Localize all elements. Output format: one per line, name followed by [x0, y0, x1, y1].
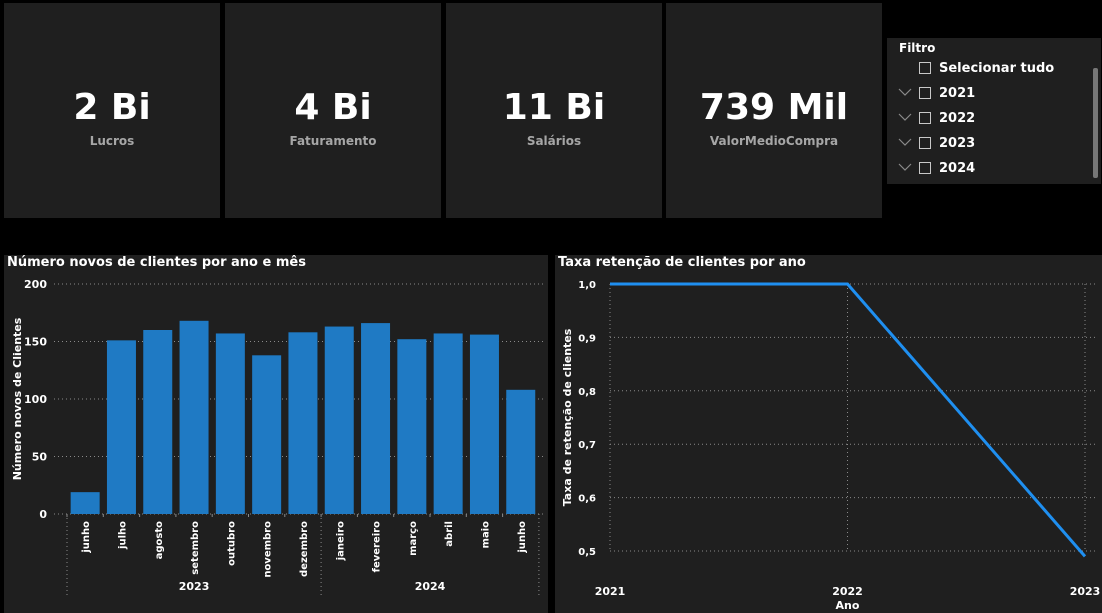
- bar: [506, 389, 536, 514]
- x-tick-label: novembro: [263, 521, 274, 578]
- x-tick-label: 2022: [832, 585, 863, 598]
- bar: [288, 332, 318, 514]
- group-label: 2024: [415, 580, 446, 593]
- line-chart: 0,5 0,6 0,7 0,8 0,9 1,0 Taxa de retenção de cl…: [561, 280, 1101, 612]
- kpi-value: 2 Bi: [73, 87, 151, 128]
- line-chart-panel[interactable]: Taxa retenção de clientes por ano 0,5 0,6…: [555, 255, 1102, 613]
- kpi-card-lucros[interactable]: 2 Bi Lucros: [4, 3, 220, 218]
- kpi-label: Lucros: [89, 134, 135, 148]
- kpi-label: Faturamento: [289, 134, 377, 148]
- chevron-down-icon[interactable]: [898, 136, 912, 148]
- bar: [324, 326, 354, 514]
- y-axis-label: Taxa de retenção de clientes: [561, 328, 574, 506]
- bar: [397, 339, 427, 514]
- x-tick-label: dezembro: [299, 521, 310, 577]
- chevron-down-icon[interactable]: [898, 86, 912, 98]
- x-tick-label: junho: [81, 521, 92, 554]
- kpi-card-salarios[interactable]: 11 Bi Salários: [446, 3, 662, 218]
- chevron-down-icon[interactable]: [898, 111, 912, 123]
- y-tick-label: 0,7: [578, 440, 596, 451]
- y-tick-label: 150: [24, 336, 47, 349]
- kpi-value: 739 Mil: [699, 87, 849, 128]
- filter-item-2023[interactable]: 2023: [887, 134, 1087, 154]
- bar-chart-title: Número novos de clientes por ano e mês: [7, 255, 306, 270]
- series-line: [610, 282, 1087, 558]
- x-tick-label: fevereiro: [372, 521, 383, 573]
- kpi-label: ValorMedioCompra: [709, 134, 839, 148]
- bar: [179, 320, 209, 514]
- filter-item-label: 2021: [939, 86, 976, 101]
- bar: [361, 323, 391, 514]
- year-filter-slicer[interactable]: Filtro Selecionar tudo 2021 2022 2023 20…: [887, 38, 1101, 184]
- bar-chart-panel[interactable]: Número novos de clientes por ano e mês 0…: [4, 255, 548, 613]
- bar: [215, 333, 245, 514]
- y-axis-label: Número novos de Clientes: [11, 317, 24, 480]
- filter-select-all[interactable]: Selecionar tudo: [887, 59, 1087, 79]
- x-tick-label: 2023: [1070, 585, 1101, 598]
- y-tick-label: 200: [24, 278, 47, 291]
- x-tick-label: maio: [480, 521, 491, 549]
- x-tick-label: março: [408, 521, 419, 556]
- x-tick-label: agosto: [154, 521, 165, 560]
- line-chart-title: Taxa retenção de clientes por ano: [558, 255, 806, 270]
- bar-chart: 0 50 100 150 200 Número novos de Clientes junh…: [11, 278, 546, 596]
- filter-item-label: 2024: [939, 161, 976, 176]
- y-tick-label: 0,6: [578, 494, 596, 505]
- bar: [433, 333, 463, 514]
- x-tick-label: setembro: [190, 521, 201, 575]
- checkbox[interactable]: [919, 112, 931, 124]
- y-tick-label: 0,8: [578, 387, 596, 398]
- filter-item-2021[interactable]: 2021: [887, 84, 1087, 104]
- y-tick-label: 100: [24, 393, 47, 406]
- bar: [106, 340, 136, 514]
- x-tick-label: 2021: [595, 585, 626, 598]
- kpi-card-faturamento[interactable]: 4 Bi Faturamento: [225, 3, 441, 218]
- y-tick-label: 0: [39, 508, 47, 521]
- filter-item-label: 2022: [939, 111, 976, 126]
- kpi-label: Salários: [526, 134, 582, 148]
- kpi-card-valor-medio-compra[interactable]: 739 Mil ValorMedioCompra: [666, 3, 882, 218]
- x-tick-label: julho: [117, 521, 128, 550]
- x-tick-label: outubro: [226, 521, 237, 566]
- bar: [469, 334, 499, 514]
- y-tick-label: 0,9: [578, 333, 596, 344]
- bar: [252, 355, 282, 514]
- x-axis-label: Ano: [836, 599, 860, 612]
- x-tick-label: junho: [517, 521, 528, 554]
- filter-item-label: Selecionar tudo: [939, 61, 1055, 76]
- checkbox[interactable]: [919, 137, 931, 149]
- x-tick-label: janeiro: [335, 521, 346, 561]
- y-tick-label: 50: [32, 451, 48, 464]
- y-tick-label: 0,5: [578, 547, 596, 558]
- bar: [143, 330, 173, 514]
- checkbox[interactable]: [919, 162, 931, 174]
- filter-item-label: 2023: [939, 136, 976, 151]
- x-tick-label: abril: [444, 521, 455, 547]
- kpi-value: 11 Bi: [502, 87, 606, 128]
- checkbox[interactable]: [919, 62, 931, 74]
- checkbox[interactable]: [919, 87, 931, 99]
- filter-item-2024[interactable]: 2024: [887, 159, 1087, 179]
- scrollbar[interactable]: [1093, 68, 1098, 178]
- kpi-value: 4 Bi: [294, 87, 372, 128]
- group-label: 2023: [179, 580, 210, 593]
- chevron-down-icon[interactable]: [898, 161, 912, 173]
- filter-title: Filtro: [899, 41, 936, 55]
- filter-item-2022[interactable]: 2022: [887, 109, 1087, 129]
- y-tick-label: 1,0: [578, 280, 596, 291]
- bar: [70, 492, 100, 514]
